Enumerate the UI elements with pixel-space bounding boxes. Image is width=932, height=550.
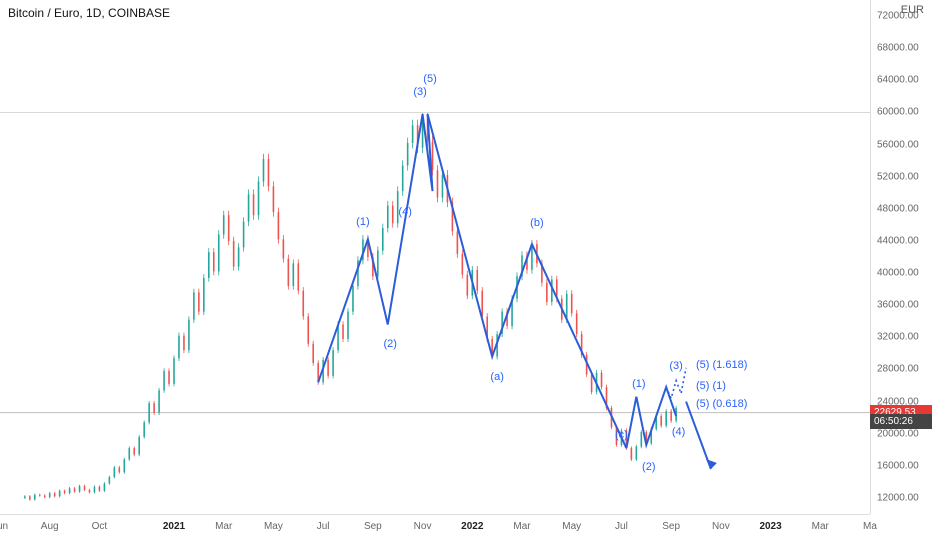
y-tick: 12000.00 [877, 492, 919, 503]
chart-container: Bitcoin / Euro, 1D, COINBASE EUR (1)(2)(… [0, 0, 932, 550]
x-tick: Mar [215, 521, 232, 532]
fib-label: (5) (0.618) [696, 398, 747, 410]
wave-label: (3) [413, 86, 426, 98]
x-tick: May [264, 521, 283, 532]
wave-label: (3) [669, 360, 682, 372]
fib-label: (5) (1) [696, 380, 726, 392]
x-tick: Nov [712, 521, 730, 532]
y-tick: 48000.00 [877, 203, 919, 214]
y-tick: 44000.00 [877, 235, 919, 246]
wave-label: (a) [490, 371, 503, 383]
y-tick: 16000.00 [877, 460, 919, 471]
y-axis: 12000.0016000.0020000.0024000.0028000.00… [870, 0, 932, 514]
wave-label: (2) [384, 338, 397, 350]
x-tick: Mar [812, 521, 829, 532]
x-tick: Sep [662, 521, 680, 532]
y-tick: 20000.00 [877, 428, 919, 439]
x-tick: Jul [317, 521, 330, 532]
fib-label: (5) (1.618) [696, 359, 747, 371]
x-tick: 2022 [461, 521, 483, 532]
x-tick: Sep [364, 521, 382, 532]
y-tick: 36000.00 [877, 300, 919, 311]
wave-label: (5) [423, 73, 436, 85]
wave-label: (c) [615, 429, 628, 441]
x-tick: Mar [513, 521, 530, 532]
y-tick: 68000.00 [877, 43, 919, 54]
x-tick: 2021 [163, 521, 185, 532]
x-tick: Nov [414, 521, 432, 532]
wave-label: (1) [356, 216, 369, 228]
y-tick: 52000.00 [877, 171, 919, 182]
y-tick: 56000.00 [877, 139, 919, 150]
x-tick: May [562, 521, 581, 532]
x-tick: Aug [41, 521, 59, 532]
x-tick: 2023 [759, 521, 781, 532]
x-tick: Jul [615, 521, 628, 532]
wave-label: (2) [642, 461, 655, 473]
y-tick: 64000.00 [877, 75, 919, 86]
x-tick: Ma [863, 521, 877, 532]
x-tick: Jun [0, 521, 8, 532]
wave-label: (4) [672, 426, 685, 438]
y-tick: 28000.00 [877, 364, 919, 375]
y-tick: 72000.00 [877, 11, 919, 22]
y-tick: 40000.00 [877, 268, 919, 279]
wave-label: (4) [398, 206, 411, 218]
price-tag: 06:50:26 [870, 414, 932, 429]
y-tick: 32000.00 [877, 332, 919, 343]
wave-label: (1) [632, 378, 645, 390]
wave-label: (b) [530, 217, 543, 229]
plot-area[interactable]: (1) (2) (3) (4) (5) (a) (b) (c) (1) (2) (3) (4) (5) … [0, 0, 870, 514]
x-tick: Oct [92, 521, 108, 532]
y-tick: 60000.00 [877, 107, 919, 118]
x-axis: Jun Aug Oct 2021 Mar May Jul Sep Nov 2022 Mar May Ju… [0, 514, 870, 550]
